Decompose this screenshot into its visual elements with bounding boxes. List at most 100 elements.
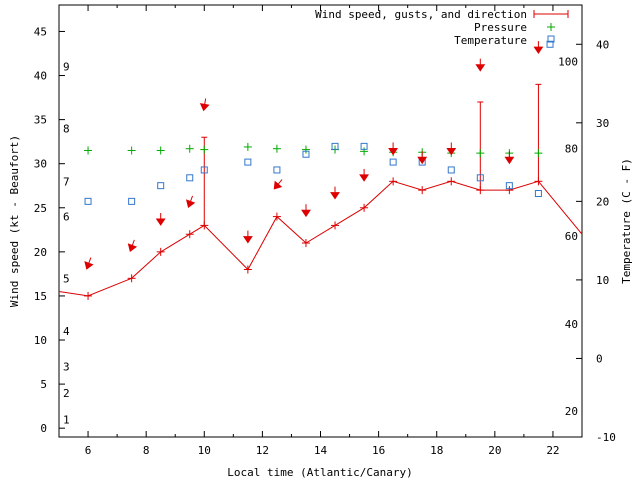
fahrenheit-scale: 20 40 60 80 100 [558,56,578,419]
wind-speed-point [127,274,136,283]
legend-label-pressure: Pressure [474,21,527,34]
y2-tick-label: 20 [596,195,609,208]
y-tick-label: 25 [34,202,47,215]
beaufort-label: 9 [63,61,70,74]
fahrenheit-label: 100 [558,56,578,69]
y-tick-label: 30 [34,158,47,171]
temperature-point [157,182,165,190]
y2-tick-label: 10 [596,274,609,287]
wind-direction-arrow [388,142,399,156]
wind-direction-arrow [446,142,457,156]
temperature-point [546,40,554,48]
y-tick-label: 20 [34,246,47,259]
y-tick-label: 5 [40,378,47,391]
y2-tick-label: 0 [596,352,603,365]
fahrenheit-label: 40 [565,318,578,331]
x-axis-ticks: 6 8 10 12 14 16 18 20 22 [58,5,583,457]
temperature-point [84,197,92,205]
y-tick-label: 35 [34,114,47,127]
wind-direction-arrow [186,195,196,209]
pressure-point [127,146,136,155]
legend: Wind speed, gusts, and direction Pressur… [315,8,569,47]
y2-tick-label: 40 [596,38,609,51]
fahrenheit-label: 60 [565,230,578,243]
pressure-point [200,145,209,154]
pressure-point [243,142,252,151]
beaufort-label: 8 [63,122,70,135]
pressure-point [84,146,93,155]
temperature-point [389,158,397,166]
x-tick-label: 8 [143,444,150,457]
y2-axis-label: Temperature (C - F) [620,158,633,284]
arrow-head [155,218,166,226]
arrow-head [504,156,515,165]
fahrenheit-label: 80 [565,143,578,156]
y-axis-label: Wind speed (kt - Beaufort) [8,135,21,307]
wind-speed-point [389,177,398,186]
legend-swatch-temperature [547,35,555,43]
beaufort-label: 3 [63,360,70,373]
plot-frame [58,4,583,438]
y-tick-label: 45 [34,25,47,38]
wind-speed-point [84,291,93,300]
wind-speed-point [331,221,340,230]
pressure-point [534,149,543,158]
wind-speed-point [272,212,281,221]
arrow-head [359,174,370,182]
gust-bar [535,83,542,182]
wind-speed-point [418,186,427,195]
pressure-point [272,144,281,153]
y-tick-label: 10 [34,334,47,347]
wind-direction-arrow [155,213,166,226]
y-axis-ticks: 0 5 10 15 20 25 30 35 40 45 [34,25,65,435]
wind-speed-point [360,203,369,212]
arrow-head [301,209,311,218]
beaufort-label: 7 [63,175,70,188]
temperature-point [505,182,513,190]
x-axis-label: Local time (Atlantic/Canary) [227,466,412,479]
wind-direction-arrow [359,168,370,182]
x-tick-label: 12 [256,444,269,457]
wind-direction-arrow [127,239,138,253]
fahrenheit-label: 20 [565,405,578,418]
wind-speed-point [243,265,252,274]
y-tick-label: 40 [34,70,47,83]
beaufort-label: 6 [63,211,70,224]
arrow-head [242,236,253,244]
temperature-point [200,166,208,174]
temperature-point [534,190,542,198]
wind-direction-arrow [533,41,544,55]
x-tick-label: 22 [546,444,559,457]
arrow-head [84,261,94,270]
arrow-head [273,180,283,190]
arrow-head [330,192,340,200]
temperature-point [331,142,339,150]
temperature-point [360,142,368,150]
wind-speed-point [156,247,165,256]
legend-label-temperature: Temperature [454,34,527,47]
arrow-head [446,148,457,156]
beaufort-label: 2 [63,387,70,400]
arrow-head [388,148,399,156]
wind-speed-point [301,239,310,248]
y2-axis-ticks: -10 0 10 20 30 40 [576,38,616,444]
wind-direction-arrow [330,186,340,200]
arrow-head [199,103,210,112]
x-tick-label: 14 [314,444,328,457]
pressure-point [185,144,194,153]
wind-direction-arrow [417,151,428,165]
temperature-point [244,158,252,166]
pressure-point [156,146,165,155]
wind-direction-arrow [301,204,311,218]
pressure-point [301,145,310,154]
wind-speed-point [447,177,456,186]
arrow-head [533,46,544,55]
arrow-head [186,199,196,209]
y2-tick-label: 30 [596,117,609,130]
temperature-point [186,174,194,182]
beaufort-label: 4 [63,325,70,338]
temperature-point [302,150,310,158]
wind-direction-arrow [504,151,515,165]
arrow-head [475,64,486,72]
